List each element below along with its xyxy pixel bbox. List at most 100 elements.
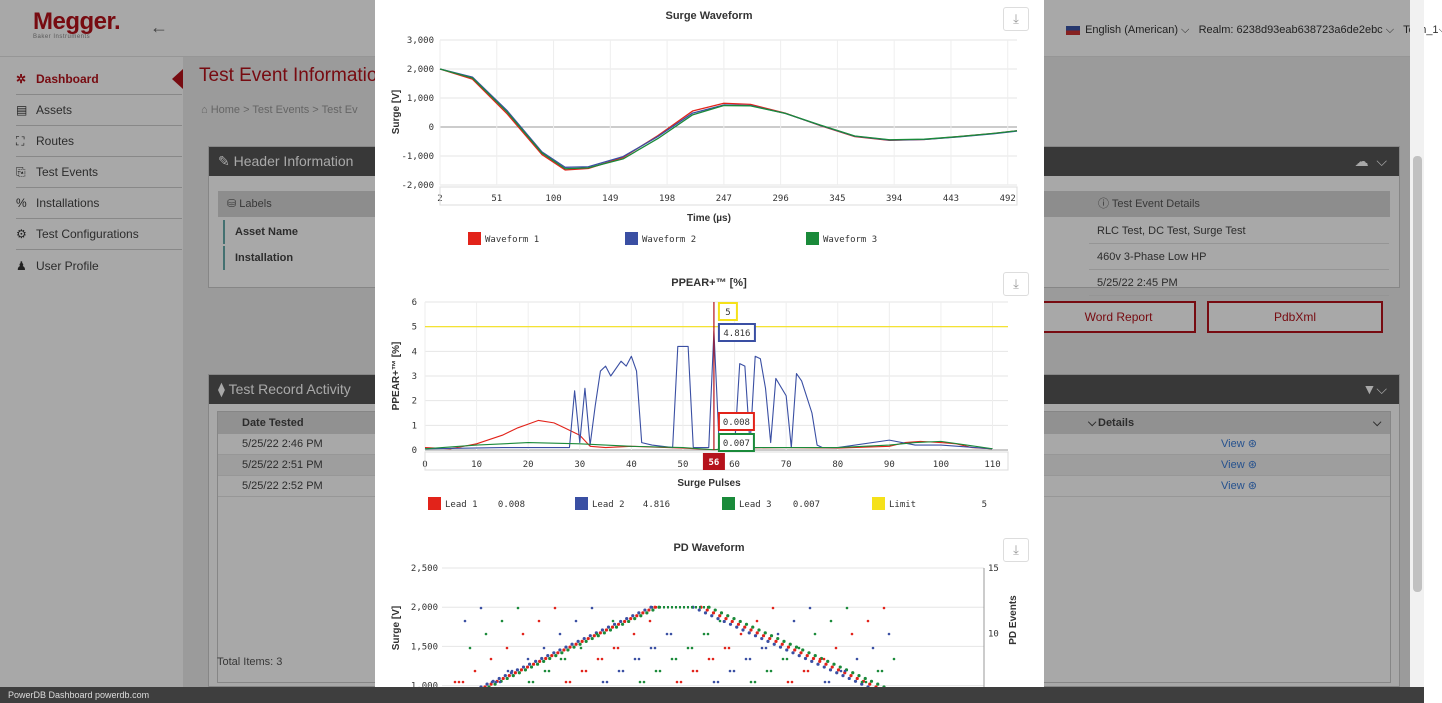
breadcrumb-text[interactable]: Home > Test Events > Test Ev <box>210 104 358 116</box>
col-date-tested[interactable]: Date Tested <box>242 417 304 429</box>
data-point <box>654 669 658 673</box>
data-point <box>669 632 673 636</box>
data-point <box>863 676 867 681</box>
home-icon[interactable]: ⌂ <box>201 104 211 116</box>
data-point <box>760 636 764 641</box>
data-point <box>768 636 772 641</box>
col-details[interactable]: Details <box>1098 417 1135 429</box>
download-icon[interactable]: ⤓ <box>1003 7 1029 31</box>
data-point <box>600 657 604 661</box>
assets-icon: ▤ <box>16 103 28 117</box>
sidebar-item-user-profile[interactable]: ♟ User Profile <box>16 250 182 281</box>
data-point <box>864 680 868 684</box>
data-point <box>574 619 578 623</box>
data-point <box>726 614 730 618</box>
data-point <box>552 651 556 655</box>
legend-entry: Lead 2 <box>592 500 625 510</box>
row-date: 5/25/22 2:51 PM <box>242 459 323 471</box>
word-report-button[interactable]: Word Report <box>1041 301 1196 333</box>
view-link[interactable]: View ⊛ <box>1221 480 1257 492</box>
x-tick-label: 198 <box>659 194 675 204</box>
y2-tick-label: 15 <box>988 564 999 574</box>
sidebar-item-label: Dashboard <box>36 72 99 86</box>
data-point <box>760 646 764 650</box>
data-point <box>866 685 870 687</box>
legend-entry: Waveform 2 <box>642 235 696 245</box>
chevron-down-icon[interactable]: ⌵ <box>1181 24 1193 36</box>
data-point <box>707 657 711 661</box>
data-point <box>665 632 669 636</box>
data-point <box>838 665 842 669</box>
tooltip-box <box>717 323 756 342</box>
data-point <box>580 669 584 673</box>
data-point <box>620 622 625 626</box>
data-point <box>498 680 502 684</box>
x-tick-label: 40 <box>626 460 637 470</box>
sidebar-item-test-events[interactable]: ⎘ Test Events <box>16 157 182 188</box>
data-point <box>880 669 884 673</box>
sidebar-item-assets[interactable]: ▤ Assets <box>16 95 182 126</box>
data-point <box>614 625 619 629</box>
data-point <box>805 654 809 658</box>
scroll-thumb[interactable] <box>1413 156 1422 592</box>
data-point <box>780 642 784 646</box>
data-point <box>653 646 657 650</box>
realm-select[interactable]: Realm: 6238d93eab638723a6de2ebc <box>1198 24 1383 36</box>
y-tick-label: 1 <box>412 421 417 431</box>
data-point <box>647 608 651 612</box>
data-point <box>722 619 726 624</box>
legend-entry: Lead 1 <box>445 500 478 510</box>
data-point <box>558 632 562 636</box>
data-point <box>813 632 817 636</box>
data-point <box>645 611 649 615</box>
data-point <box>892 657 896 661</box>
page-scrollbar[interactable] <box>1410 0 1424 703</box>
sidebar-item-test-configurations[interactable]: ⚙ Test Configurations <box>16 219 182 250</box>
data-point <box>855 676 859 681</box>
view-link[interactable]: View ⊛ <box>1221 438 1257 450</box>
y-axis-label: PPEAR+™ [%] <box>391 342 402 411</box>
view-link[interactable]: View ⊛ <box>1221 459 1257 471</box>
chevron-down-icon[interactable]: ⌵ <box>1088 417 1097 429</box>
data-point <box>803 656 808 661</box>
data-point <box>527 680 531 684</box>
data-point <box>876 682 880 686</box>
chevron-down-icon[interactable]: ⌵ <box>1373 417 1382 429</box>
sidebar-item-installations[interactable]: % Installations <box>16 188 182 219</box>
data-point <box>543 669 547 673</box>
legend-entry: Waveform 3 <box>823 235 877 245</box>
pdbxml-button[interactable]: PdbXml <box>1207 301 1383 333</box>
filter-chevron-icons[interactable]: ▼⌵ <box>1362 381 1387 397</box>
data-point <box>535 662 540 666</box>
x-tick-label: 296 <box>773 194 789 204</box>
data-point <box>579 646 583 650</box>
sidebar-item-routes[interactable]: ⛶ Routes <box>16 126 182 157</box>
legend-value: 0.008 <box>498 500 525 510</box>
total-items: Total Items: 3 <box>217 656 283 668</box>
data-point <box>487 685 491 687</box>
back-arrow-icon[interactable]: ← <box>150 17 168 37</box>
data-point <box>639 614 643 618</box>
data-point <box>801 648 805 652</box>
sidebar-item-dashboard[interactable]: ✲ Dashboard <box>16 64 182 95</box>
chevron-down-icon[interactable]: ⌵ <box>1385 24 1398 36</box>
megger-logo[interactable]: Megger. Baker Instruments <box>33 8 121 40</box>
data-point <box>550 654 554 658</box>
language-select[interactable]: English (American) <box>1085 24 1178 36</box>
download-icon[interactable]: ⤓ <box>1003 272 1029 296</box>
data-point <box>468 646 472 650</box>
x-tick-label: 100 <box>545 194 561 204</box>
logo-subtitle: Baker Instruments <box>33 34 91 40</box>
y-tick-label: -1,000 <box>401 152 434 162</box>
data-point <box>576 639 580 644</box>
download-icon[interactable]: ⤓ <box>1003 538 1029 562</box>
data-point <box>608 628 613 632</box>
x-tick-label: 10 <box>471 460 482 470</box>
cloud-chevron-icons[interactable]: ☁ ⌵ <box>1354 153 1387 169</box>
dashboard-icon: ✲ <box>16 72 27 86</box>
data-point <box>753 680 757 684</box>
series-line <box>424 330 993 450</box>
chevron-down-icon[interactable]: ⌵ <box>1439 24 1442 36</box>
data-point <box>853 679 858 683</box>
data-point <box>602 631 606 635</box>
